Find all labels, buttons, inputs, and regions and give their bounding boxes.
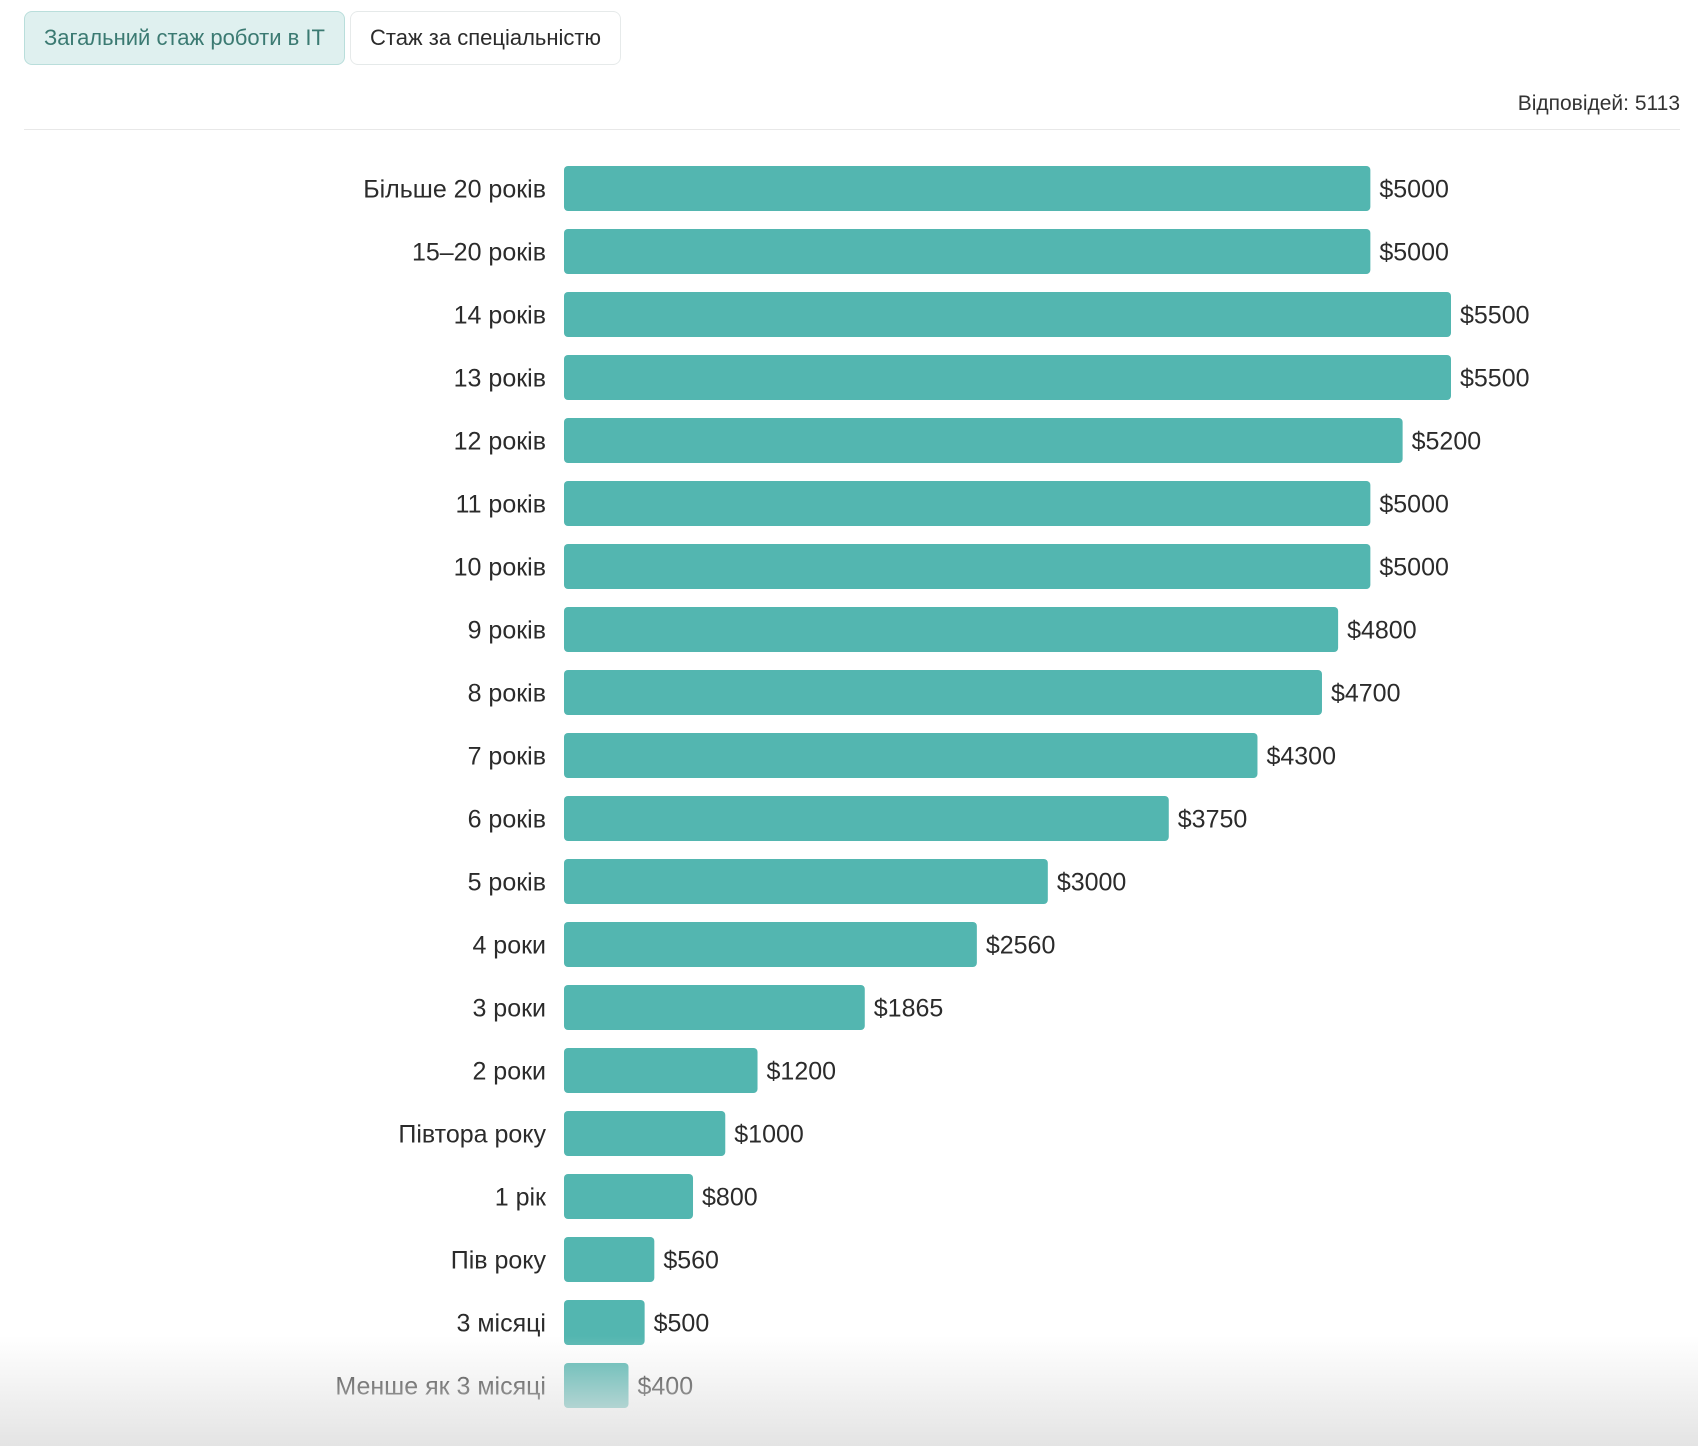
bar [564, 1048, 758, 1093]
value-label: $5000 [1379, 491, 1449, 519]
category-label: Менше як 3 місяці [335, 1373, 546, 1401]
bar-row: 12 років $5200 [454, 418, 1481, 463]
bar-row: 3 місяці $500 [456, 1300, 709, 1345]
tab-bar: Загальний стаж роботи в IT Стаж за спеці… [24, 11, 621, 65]
value-label: $3000 [1057, 869, 1127, 897]
value-label: $4300 [1266, 743, 1336, 771]
value-label: $1200 [767, 1058, 837, 1086]
bar [564, 481, 1371, 526]
divider [24, 129, 1680, 130]
bar-row: 5 років $3000 [468, 859, 1127, 904]
bar [564, 544, 1371, 589]
value-label: $3750 [1178, 806, 1248, 834]
category-label: Пів року [451, 1247, 547, 1275]
bar-row: 6 років $3750 [468, 796, 1248, 841]
category-label: 5 років [468, 869, 546, 897]
bar [564, 607, 1339, 652]
bar-row: Більше 20 років $5000 [363, 166, 1449, 211]
value-label: $5000 [1379, 176, 1449, 204]
category-label: 12 років [454, 428, 546, 456]
value-label: $5000 [1379, 239, 1449, 267]
bar [564, 1111, 726, 1156]
value-label: $1865 [874, 995, 944, 1023]
category-label: Більше 20 років [363, 176, 546, 204]
bar-row: Пів року $560 [451, 1237, 719, 1282]
bar-row: 2 роки $1200 [472, 1048, 836, 1093]
category-label: 6 років [468, 806, 546, 834]
value-label: $4800 [1347, 617, 1417, 645]
category-label: 1 рік [495, 1184, 547, 1212]
value-label: $1000 [734, 1121, 804, 1149]
bar-row: 9 років $4800 [468, 607, 1417, 652]
category-label: 4 роки [472, 932, 546, 960]
value-label: $5200 [1412, 428, 1482, 456]
value-label: $560 [663, 1247, 719, 1275]
bar [564, 1174, 694, 1219]
category-label: 15–20 років [412, 239, 546, 267]
bar-row: Півтора року $1000 [398, 1111, 804, 1156]
bar [564, 355, 1451, 400]
bar-row: 13 років $5500 [454, 355, 1530, 400]
bar-row: 15–20 років $5000 [412, 229, 1449, 274]
category-label: 3 місяці [456, 1310, 546, 1338]
bar [564, 1300, 645, 1345]
bar [564, 733, 1258, 778]
value-label: $4700 [1331, 680, 1401, 708]
bar [564, 985, 865, 1030]
bar-row: 14 років $5500 [454, 292, 1530, 337]
bar-row: 1 рік $800 [495, 1174, 758, 1219]
bar [564, 1237, 655, 1282]
bar-row: 11 років $5000 [456, 481, 1449, 526]
category-label: 2 роки [472, 1058, 546, 1086]
category-label: 9 років [468, 617, 546, 645]
bar-row: 8 років $4700 [468, 670, 1401, 715]
value-label: $5500 [1460, 302, 1530, 330]
value-label: $2560 [986, 932, 1056, 960]
bar [564, 418, 1403, 463]
bar [564, 166, 1371, 211]
category-label: 10 років [454, 554, 546, 582]
bar [564, 670, 1322, 715]
responses-count: Відповідей: 5113 [1517, 92, 1680, 115]
value-label: $5500 [1460, 365, 1530, 393]
bar [564, 796, 1169, 841]
category-label: 7 років [468, 743, 546, 771]
category-label: 11 років [456, 491, 546, 519]
value-label: $5000 [1379, 554, 1449, 582]
bar-row: 7 років $4300 [468, 733, 1336, 778]
bar [564, 1363, 629, 1408]
value-label: $800 [702, 1184, 758, 1212]
bar-row: 4 роки $2560 [472, 922, 1055, 967]
category-label: 14 років [454, 302, 546, 330]
bar-row: 3 роки $1865 [472, 985, 943, 1030]
category-label: 13 років [454, 365, 546, 393]
category-label: 8 років [468, 680, 546, 708]
category-label: Півтора року [398, 1121, 546, 1149]
bar [564, 859, 1048, 904]
bar-row: Менше як 3 місяці $400 [335, 1363, 693, 1408]
tab-total-it-experience[interactable]: Загальний стаж роботи в IT [24, 11, 345, 65]
bar-row: 10 років $5000 [454, 544, 1449, 589]
category-label: 3 роки [472, 995, 546, 1023]
value-label: $400 [638, 1373, 694, 1401]
tab-specialty-experience[interactable]: Стаж за спеціальністю [349, 11, 621, 65]
bar [564, 922, 977, 967]
bar [564, 292, 1451, 337]
bar [564, 229, 1371, 274]
value-label: $500 [654, 1310, 710, 1338]
